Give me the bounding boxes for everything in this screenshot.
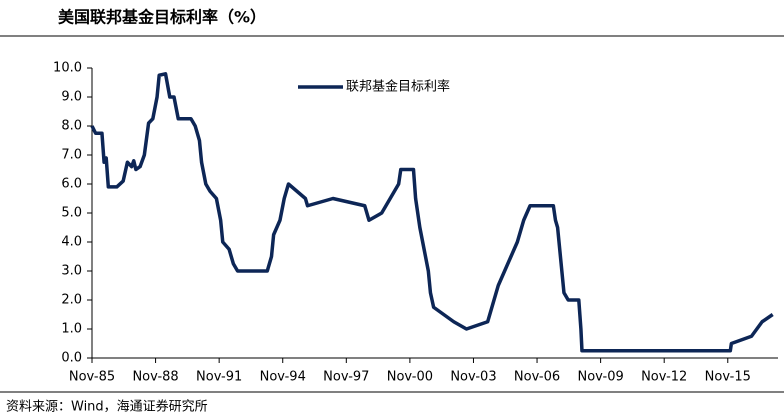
source-note: 资料来源：Wind，海通证券研究所 bbox=[6, 399, 208, 415]
x-tick-label: Nov-85 bbox=[69, 370, 115, 385]
legend-label: 联邦基金目标利率 bbox=[346, 79, 450, 95]
y-tick-label: 10.0 bbox=[53, 61, 82, 76]
y-tick-label: 7.0 bbox=[61, 148, 82, 163]
x-tick-label: Nov-03 bbox=[450, 370, 496, 385]
y-tick-label: 3.0 bbox=[61, 264, 82, 279]
y-tick-label: 5.0 bbox=[61, 206, 82, 221]
x-tick-label: Nov-09 bbox=[577, 370, 623, 385]
x-tick-label: Nov-00 bbox=[387, 370, 433, 385]
x-tick-label: Nov-12 bbox=[641, 370, 687, 385]
y-tick-label: 0.0 bbox=[61, 351, 82, 366]
x-tick-label: Nov-06 bbox=[514, 370, 560, 385]
data-line bbox=[90, 72, 774, 353]
y-tick-label: 8.0 bbox=[61, 119, 82, 134]
chart-title: 美国联邦基金目标利率（%） bbox=[58, 8, 266, 27]
x-tick-label: Nov-91 bbox=[196, 370, 242, 385]
y-tick-label: 6.0 bbox=[61, 177, 82, 192]
y-tick-label: 9.0 bbox=[61, 90, 82, 105]
y-tick-label: 1.0 bbox=[61, 322, 82, 337]
x-tick-label: Nov-97 bbox=[323, 370, 369, 385]
x-tick-label: Nov-94 bbox=[260, 370, 306, 385]
x-tick-label: Nov-88 bbox=[132, 370, 178, 385]
y-tick-label: 2.0 bbox=[61, 293, 82, 308]
x-tick-label: Nov-15 bbox=[705, 370, 751, 385]
y-tick-label: 4.0 bbox=[61, 235, 82, 250]
